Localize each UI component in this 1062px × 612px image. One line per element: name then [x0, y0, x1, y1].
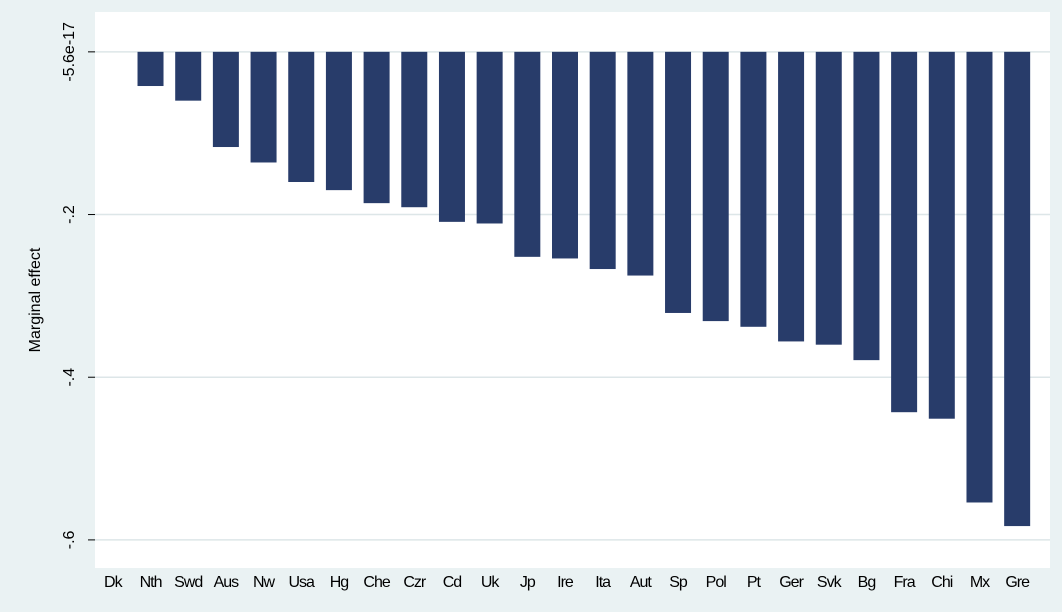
x-tick-label: Nth [140, 574, 162, 591]
bar [288, 51, 315, 183]
bar [514, 51, 541, 257]
bar [175, 51, 202, 101]
x-tick-label: Gre [1005, 574, 1030, 591]
y-tick-label: -.4 [61, 368, 78, 387]
bar [552, 51, 578, 259]
x-tick-label: Pt [747, 574, 762, 591]
y-tick-label: -.2 [61, 205, 78, 224]
y-axis-label: Marginal effect [27, 247, 44, 352]
x-tick-label: Swd [174, 574, 202, 591]
x-tick-label: Ita [595, 574, 611, 591]
bar [665, 51, 692, 313]
bar [137, 51, 164, 87]
x-tick-label: Aus [214, 574, 240, 591]
bar [966, 51, 993, 503]
x-tick-label: Che [363, 574, 390, 591]
bar [212, 51, 239, 148]
x-tick-label: Mx [970, 574, 990, 591]
x-tick-label: Czr [403, 574, 427, 591]
x-tick-label: Cd [443, 574, 462, 591]
x-tick-label: Sp [669, 574, 688, 591]
y-tick-label: -5.6e-17 [61, 22, 78, 82]
bar [363, 51, 390, 204]
x-tick-label: Usa [289, 574, 316, 591]
bar [1004, 51, 1031, 527]
bar [438, 51, 465, 222]
x-tick-label: Nw [253, 574, 276, 591]
x-tick-label: Dk [104, 574, 124, 591]
bar [627, 51, 654, 276]
x-tick-label: Aut [630, 574, 653, 591]
bar [476, 51, 503, 224]
x-tick-label: Fra [894, 574, 916, 591]
x-tick-label: Jp [520, 574, 536, 591]
x-tick-label: Chi [931, 574, 952, 591]
bar [325, 51, 352, 191]
bar [815, 51, 842, 345]
bar [702, 51, 729, 322]
x-tick-label: Ger [779, 574, 804, 591]
bar [250, 51, 277, 163]
bar [928, 51, 955, 419]
x-tick-label: Ire [557, 574, 574, 591]
bar [778, 51, 805, 342]
x-tick-label: Svk [817, 574, 843, 591]
bar [853, 51, 880, 361]
x-tick-label: Bg [858, 574, 876, 591]
bar [589, 51, 616, 270]
x-tick-label: Uk [481, 574, 501, 591]
y-tick-label: -.6 [61, 530, 78, 549]
bar [891, 51, 918, 413]
x-tick-label: Pol [706, 574, 727, 591]
x-tick-label: Hg [330, 574, 349, 591]
bar [740, 51, 767, 327]
bar [401, 51, 428, 208]
